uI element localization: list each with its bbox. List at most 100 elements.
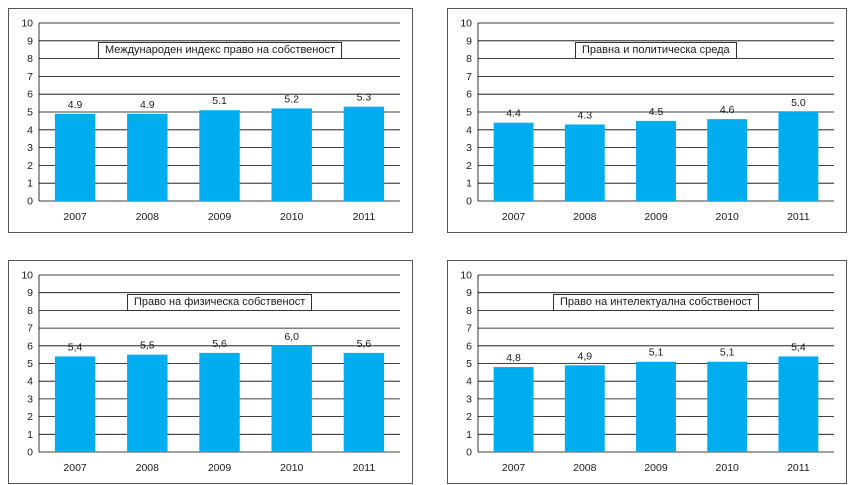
y-tick-label: 1 — [27, 429, 33, 441]
data-label: 4.6 — [720, 104, 735, 116]
bar — [54, 356, 96, 452]
y-tick-label: 1 — [466, 178, 472, 190]
x-tick-label: 2007 — [502, 211, 526, 223]
bar — [778, 356, 819, 452]
data-label: 4.9 — [140, 99, 155, 111]
chart-panel-legal-political: 0 1 2 3 4 5 6 7 8 9 10 4.4 2007 4.3 2008 4.5 2009 4.6 2010… — [447, 8, 847, 233]
x-tick-label: 2009 — [644, 462, 668, 474]
y-tick-label: 0 — [466, 196, 472, 208]
y-tick-label: 4 — [27, 124, 33, 136]
y-tick-label: 5 — [27, 358, 33, 370]
x-tick-label: 2007 — [63, 462, 87, 474]
data-label: 4.4 — [506, 108, 521, 120]
y-tick-label: 1 — [27, 178, 33, 190]
y-tick-label: 1 — [466, 429, 472, 441]
data-label: 4,9 — [577, 350, 592, 362]
x-tick-label: 2010 — [716, 462, 740, 474]
chart-svg: 0 1 2 3 4 5 6 7 8 9 10 4,8 2007 4,9 2008 5,1 2009 5,1 2010… — [460, 270, 834, 474]
data-label: 5.3 — [357, 92, 372, 104]
x-tick-label: 2009 — [208, 462, 232, 474]
y-tick-label: 2 — [466, 411, 472, 423]
x-tick-label: 2009 — [644, 211, 668, 223]
bar — [707, 361, 748, 452]
y-tick-label: 10 — [460, 270, 472, 282]
y-tick-label: 4 — [27, 376, 33, 388]
bar — [54, 113, 96, 201]
data-label: 5,1 — [649, 347, 664, 359]
bar — [343, 352, 385, 452]
x-tick-label: 2007 — [502, 462, 526, 474]
y-tick-label: 0 — [27, 196, 33, 208]
data-label: 5,6 — [212, 338, 227, 350]
y-tick-label: 5 — [27, 107, 33, 119]
y-tick-label: 3 — [466, 393, 472, 405]
y-tick-label: 7 — [27, 71, 33, 83]
x-tick-label: 2010 — [280, 462, 304, 474]
bar — [636, 361, 676, 452]
data-label: 4.5 — [649, 106, 664, 118]
data-label: 5.0 — [791, 97, 806, 109]
y-tick-label: 9 — [27, 287, 33, 299]
y-tick-label: 0 — [466, 447, 472, 459]
x-tick-label: 2007 — [63, 211, 87, 223]
y-tick-label: 10 — [21, 270, 33, 282]
bar — [271, 345, 312, 452]
y-tick-label: 4 — [466, 376, 472, 388]
y-tick-label: 7 — [27, 323, 33, 335]
x-tick-label: 2008 — [573, 462, 597, 474]
bar — [707, 119, 748, 201]
y-tick-label: 10 — [21, 18, 33, 30]
bar — [778, 112, 819, 201]
bar — [199, 352, 240, 452]
y-tick-label: 8 — [27, 53, 33, 65]
data-label: 4,8 — [506, 352, 521, 364]
y-tick-label: 8 — [466, 53, 472, 65]
x-tick-label: 2008 — [136, 462, 160, 474]
bar — [199, 110, 240, 201]
bar — [493, 122, 534, 201]
bar — [564, 124, 605, 201]
y-tick-label: 7 — [466, 71, 472, 83]
data-label: 5,6 — [357, 338, 372, 350]
y-tick-label: 10 — [460, 18, 472, 30]
x-tick-label: 2010 — [280, 211, 304, 223]
data-label: 4.3 — [577, 109, 592, 121]
y-tick-label: 3 — [466, 142, 472, 154]
y-tick-label: 6 — [27, 89, 33, 101]
y-tick-label: 8 — [27, 305, 33, 317]
chart-title: Право на интелектуална собственост — [553, 294, 759, 311]
bar — [127, 354, 168, 452]
y-tick-label: 4 — [466, 124, 472, 136]
y-tick-label: 9 — [466, 287, 472, 299]
data-label: 6,0 — [284, 331, 299, 343]
y-tick-label: 2 — [466, 160, 472, 172]
y-tick-label: 2 — [27, 160, 33, 172]
x-tick-label: 2009 — [208, 211, 232, 223]
data-label: 5,4 — [791, 341, 806, 353]
y-tick-label: 2 — [27, 411, 33, 423]
bar — [493, 367, 534, 452]
x-tick-label: 2008 — [573, 211, 597, 223]
bar — [564, 365, 605, 452]
x-tick-label: 2011 — [353, 462, 376, 474]
data-label: 5.2 — [284, 93, 299, 105]
y-tick-label: 9 — [466, 35, 472, 47]
y-tick-label: 6 — [466, 89, 472, 101]
y-tick-label: 0 — [27, 447, 33, 459]
y-tick-label: 5 — [466, 358, 472, 370]
chart-panel-intellectual-property: 0 1 2 3 4 5 6 7 8 9 10 4,8 2007 4,9 2008 5,1 2009 5,1 2010… — [447, 260, 847, 484]
y-tick-label: 8 — [466, 305, 472, 317]
x-tick-label: 2011 — [353, 211, 376, 223]
bar — [271, 108, 312, 201]
chart-svg: 0 1 2 3 4 5 6 7 8 9 10 5,4 2007 5,5 2008 5,6 2009 6,0 2010… — [21, 270, 400, 474]
x-tick-label: 2010 — [716, 211, 740, 223]
x-tick-label: 2011 — [787, 462, 810, 474]
bar — [343, 106, 385, 201]
x-tick-label: 2008 — [136, 211, 160, 223]
chart-panel-international-index: 0 1 2 3 4 5 6 7 8 9 10 4.9 2007 4.9 2008 5.1 2009 5.2 2010… — [8, 8, 413, 233]
y-tick-label: 5 — [466, 107, 472, 119]
data-label: 4.9 — [68, 99, 83, 111]
data-label: 5.1 — [212, 95, 227, 107]
y-tick-label: 7 — [466, 323, 472, 335]
chart-svg: 0 1 2 3 4 5 6 7 8 9 10 4.4 2007 4.3 2008 4.5 2009 4.6 2010… — [460, 18, 834, 223]
